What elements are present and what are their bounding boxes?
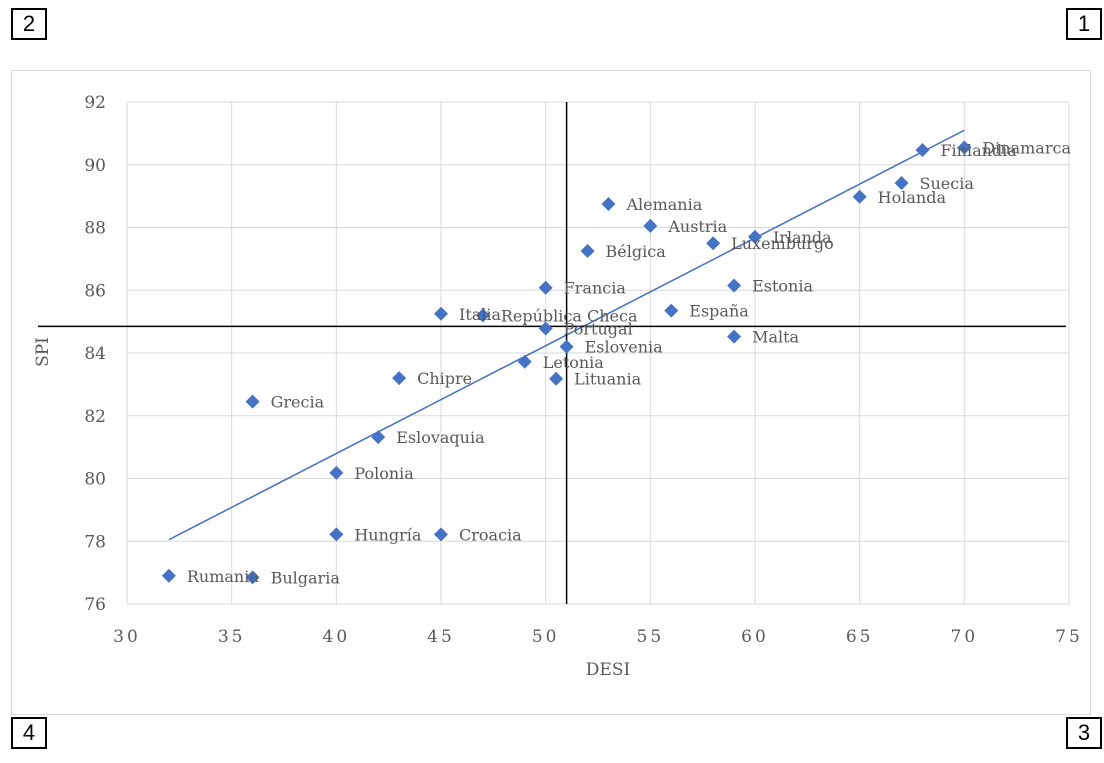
y-tick-label: 78 xyxy=(84,532,106,552)
point-label: Luxemburgo xyxy=(731,234,834,253)
point-label: Portugal xyxy=(564,320,633,339)
x-tick-label: 30 xyxy=(113,627,141,647)
data-point xyxy=(371,430,386,445)
quadrant-1-box: 1 xyxy=(1066,8,1102,40)
x-tick-label: 70 xyxy=(951,627,979,647)
data-point xyxy=(475,308,490,323)
data-point xyxy=(664,303,679,318)
point-label: Rumania xyxy=(187,567,259,586)
data-point xyxy=(549,371,564,386)
point-label: Eslovaquia xyxy=(396,428,485,447)
point-label: Francia xyxy=(564,279,627,298)
data-point xyxy=(434,306,448,321)
x-tick-label: 65 xyxy=(846,627,874,647)
point-label: Letonia xyxy=(543,353,605,372)
x-tick-label: 75 xyxy=(1055,627,1083,647)
y-tick-label: 76 xyxy=(84,595,106,615)
chart-frame xyxy=(11,70,1091,715)
data-points xyxy=(161,140,972,585)
data-point xyxy=(852,189,867,204)
grid-lines xyxy=(126,101,1070,605)
data-point xyxy=(706,236,721,251)
data-point xyxy=(748,229,762,244)
y-axis-title: SPI xyxy=(33,337,53,367)
point-label: España xyxy=(689,302,749,321)
data-point xyxy=(580,244,595,259)
point-label: Irlanda xyxy=(773,228,832,247)
point-label: Bélgica xyxy=(606,242,667,261)
x-axis-title: DESI xyxy=(586,660,630,680)
data-point xyxy=(894,175,909,190)
y-tick-label: 92 xyxy=(84,93,106,113)
x-tick-label: 40 xyxy=(323,627,351,647)
point-label: Chipre xyxy=(417,369,472,388)
point-label: Dinamarca xyxy=(982,138,1071,157)
point-label: Malta xyxy=(752,328,799,347)
y-axis-ticks: 76 78 80 82 84 86 88 90 92 xyxy=(84,93,106,615)
data-point xyxy=(329,527,344,542)
point-label: Austria xyxy=(667,217,727,236)
y-tick-label: 80 xyxy=(84,470,106,490)
data-point xyxy=(517,354,532,369)
data-point xyxy=(601,196,616,211)
data-point xyxy=(727,329,742,344)
data-point xyxy=(161,568,176,583)
point-label: Italia xyxy=(459,305,502,324)
x-tick-label: 55 xyxy=(637,627,665,647)
data-point xyxy=(643,218,658,233)
data-point xyxy=(329,465,344,480)
point-label: Holanda xyxy=(878,188,947,207)
point-label: Grecia xyxy=(271,393,325,412)
y-tick-label: 86 xyxy=(84,281,106,301)
x-tick-label: 35 xyxy=(218,627,246,647)
data-point xyxy=(559,339,574,354)
y-tick-label: 84 xyxy=(84,344,106,364)
x-tick-label: 45 xyxy=(427,627,455,647)
y-tick-label: 88 xyxy=(84,219,106,239)
quadrant-2-box: 2 xyxy=(11,8,47,40)
y-tick-label: 90 xyxy=(84,156,106,176)
x-axis-ticks: 30 35 40 45 50 55 60 65 70 75 xyxy=(113,627,1083,647)
data-point xyxy=(957,140,972,155)
data-point xyxy=(538,321,553,336)
data-point xyxy=(538,280,553,295)
quadrant-4-box: 4 xyxy=(11,717,47,749)
point-label: Lituania xyxy=(574,370,641,389)
point-label: Alemania xyxy=(625,195,702,214)
data-point xyxy=(434,527,448,542)
point-label: Eslovenia xyxy=(585,338,664,357)
point-label: Finlandia xyxy=(940,141,1017,160)
y-tick-label: 82 xyxy=(84,407,106,427)
x-tick-label: 60 xyxy=(741,627,769,647)
point-label: Bulgaria xyxy=(271,568,341,587)
point-label: Polonia xyxy=(354,464,414,483)
data-point xyxy=(392,371,407,386)
point-label: Croacia xyxy=(459,525,522,544)
point-label: República Checa xyxy=(501,306,638,325)
x-tick-label: 50 xyxy=(532,627,560,647)
data-point xyxy=(915,143,930,158)
point-label: Suecia xyxy=(920,174,975,193)
data-point xyxy=(245,394,260,409)
quadrant-3-box: 3 xyxy=(1066,717,1102,749)
point-label: Hungría xyxy=(354,525,422,544)
point-label: Estonia xyxy=(752,277,813,296)
data-point xyxy=(727,278,742,293)
data-point xyxy=(245,570,260,585)
